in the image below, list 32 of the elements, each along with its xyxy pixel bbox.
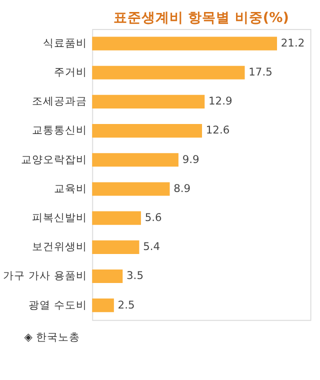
data-label: 12.9	[208, 94, 232, 108]
data-label: 5.6	[144, 210, 162, 224]
bar	[92, 66, 245, 80]
bar	[92, 298, 114, 312]
chart-title: 표준생계비 항목별 비중(%)	[113, 10, 289, 26]
y-tick-label: 교육비	[54, 182, 87, 195]
data-label: 3.5	[126, 269, 144, 282]
bar	[92, 36, 278, 50]
bar	[92, 269, 123, 284]
y-tick-label: 교양오락잡비	[20, 152, 87, 166]
bar	[92, 211, 141, 225]
y-tick-label: 교통통신비	[32, 124, 87, 137]
y-tick-label: 식료품비	[42, 36, 87, 50]
bar	[92, 94, 205, 108]
y-tick-label: 광열 수도비	[28, 298, 87, 312]
bar	[92, 153, 178, 167]
y-tick-label: 주거비	[54, 66, 87, 79]
bar	[92, 124, 202, 138]
data-label: 17.5	[248, 66, 272, 79]
y-tick-label: 피복신발비	[32, 210, 87, 224]
bar	[92, 240, 140, 254]
data-label: 8.9	[174, 182, 191, 195]
y-tick-label: 조세공과금	[32, 94, 87, 108]
bar	[92, 182, 170, 196]
data-label: 21.2	[280, 36, 305, 50]
text: ◈ 한국노총	[24, 330, 80, 344]
y-tick-label: 가구 가사 용품비	[3, 269, 87, 282]
data-label: 5.4	[143, 240, 160, 254]
data-label: 12.6	[206, 124, 230, 137]
data-label: 9.9	[182, 152, 200, 166]
y-tick-label: 보건위생비	[32, 240, 87, 254]
data-label: 2.5	[118, 298, 135, 312]
